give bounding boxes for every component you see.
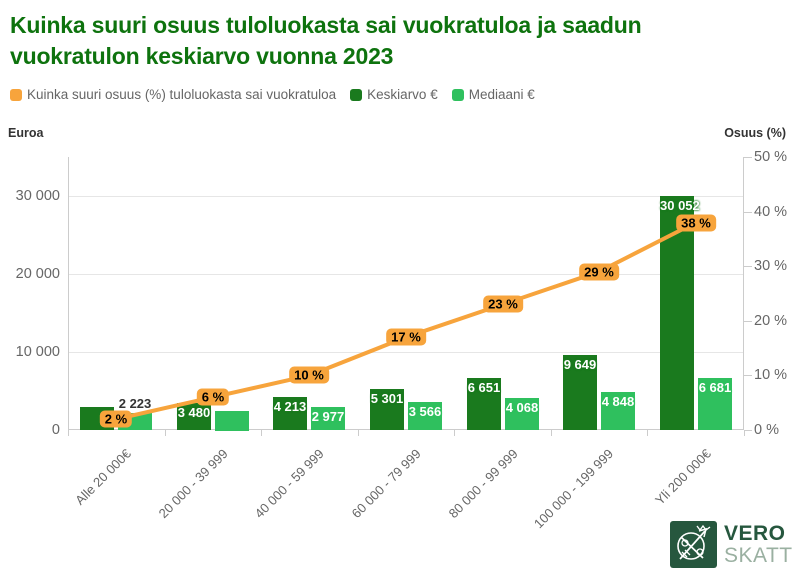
column-value-label: 30 052 <box>660 198 700 213</box>
right-axis-tick-label: 10 % <box>754 367 788 383</box>
legend-label-mediaani: Mediaani € <box>468 87 535 102</box>
left-axis-tick-label: 30 000 <box>15 188 60 204</box>
column-keskiarvo[interactable]: 5 301 <box>370 389 404 430</box>
column-value-label: 4 848 <box>601 394 635 409</box>
column-value-label: 6 681 <box>698 380 732 395</box>
column-value-label: 4 213 <box>273 399 307 414</box>
left-axis-title: Euroa <box>8 126 44 140</box>
gridline <box>69 352 744 353</box>
line-point-label[interactable]: 10 % <box>289 366 329 384</box>
column-mediaani[interactable] <box>215 411 249 431</box>
column-value-label: 4 068 <box>505 400 539 415</box>
category-label: 100 000 - 199 999 <box>531 446 617 532</box>
category-label: 60 000 - 79 999 <box>348 446 424 522</box>
legend-item-osuus[interactable]: Kuinka suuri osuus (%) tuloluokasta sai … <box>10 87 336 102</box>
gridline <box>69 196 744 197</box>
line-point-label[interactable]: 23 % <box>483 295 523 313</box>
category-label: 40 000 - 59 999 <box>251 446 327 522</box>
column-mediaani[interactable]: 4 068 <box>505 398 539 430</box>
line-point-label[interactable]: 29 % <box>579 263 619 281</box>
right-axis-tick-label: 30 % <box>754 258 788 274</box>
legend-swatch-darkgreen-icon <box>350 88 363 101</box>
column-value-label: 3 566 <box>408 404 442 419</box>
category-label: Alle 20 000€ <box>71 446 134 508</box>
column-mediaani[interactable]: 3 566 <box>408 402 442 430</box>
gridline <box>69 274 744 275</box>
legend-swatch-lightgreen-icon <box>451 88 464 101</box>
legend-label-keskiarvo: Keskiarvo € <box>367 87 438 102</box>
right-axis-tick <box>744 266 752 267</box>
column-value-label: 3 480 <box>177 405 211 420</box>
right-axis-tick <box>744 375 752 376</box>
column-keskiarvo[interactable]: 3 480 <box>177 403 211 430</box>
column-value-label: 6 651 <box>467 380 501 395</box>
legend-swatch-orange-icon <box>10 88 22 101</box>
column-keskiarvo[interactable]: 30 052 <box>660 196 700 430</box>
x-axis-tick <box>358 430 359 436</box>
chart-title: Kuinka suuri osuus tuloluokasta sai vuok… <box>10 12 642 69</box>
legend-item-keskiarvo[interactable]: Keskiarvo € <box>350 87 438 102</box>
line-point-label[interactable]: 38 % <box>676 214 716 232</box>
x-axis-tick <box>165 430 166 436</box>
x-axis-tick <box>647 430 648 436</box>
right-axis-tick <box>744 212 752 213</box>
x-axis-tick <box>744 430 745 436</box>
left-axis-tick-label: 10 000 <box>15 344 60 360</box>
category-label: Yli 200 000€ <box>651 446 714 508</box>
column-value-label: 2 977 <box>311 409 345 424</box>
category-label: 80 000 - 99 999 <box>445 446 521 522</box>
column-value-label: 2 223 <box>118 396 152 411</box>
vero-logo: VERO SKATT <box>670 521 793 568</box>
x-axis-tick <box>454 430 455 436</box>
x-axis-tick <box>68 430 69 436</box>
right-axis-tick-label: 0 % <box>754 422 779 438</box>
legend-item-mediaani[interactable]: Mediaani € <box>451 87 535 102</box>
line-point-label[interactable]: 6 % <box>196 388 230 406</box>
right-axis-tick-label: 20 % <box>754 313 788 329</box>
column-mediaani[interactable]: 6 681 <box>698 378 732 430</box>
right-axis-title: Osuus (%) <box>724 126 786 140</box>
line-point-label[interactable]: 17 % <box>386 328 426 346</box>
column-mediaani[interactable]: 2 977 <box>311 407 345 430</box>
right-axis-tick <box>744 321 752 322</box>
logo-text-vero: VERO <box>724 521 786 545</box>
left-axis-tick-label: 20 000 <box>15 266 60 282</box>
x-axis-tick <box>551 430 552 436</box>
legend: Kuinka suuri osuus (%) tuloluokasta sai … <box>10 87 535 102</box>
legend-label-osuus: Kuinka suuri osuus (%) tuloluokasta sai … <box>27 87 337 102</box>
left-axis-tick-label: 0 <box>51 422 60 438</box>
category-label: 20 000 - 39 999 <box>155 446 231 522</box>
right-axis-tick <box>744 157 752 158</box>
column-value-label: 9 649 <box>563 357 597 372</box>
line-point-label[interactable]: 2 % <box>99 410 133 428</box>
right-axis-tick-label: 40 % <box>754 204 788 220</box>
column-value-label: 5 301 <box>370 391 404 406</box>
column-keskiarvo[interactable]: 9 649 <box>563 355 597 430</box>
plot-frame <box>68 157 744 430</box>
vero-emblem-icon <box>670 521 717 568</box>
right-axis-tick-label: 50 % <box>754 149 788 165</box>
x-axis-tick <box>261 430 262 436</box>
column-keskiarvo[interactable]: 4 213 <box>273 397 307 430</box>
column-keskiarvo[interactable]: 6 651 <box>467 378 501 430</box>
column-mediaani[interactable]: 4 848 <box>601 392 635 430</box>
osuus-line <box>114 220 698 422</box>
right-axis-tick <box>744 430 752 431</box>
logo-text-skatt: SKATT <box>724 543 793 567</box>
vero-logo-text: VERO SKATT <box>724 521 793 567</box>
